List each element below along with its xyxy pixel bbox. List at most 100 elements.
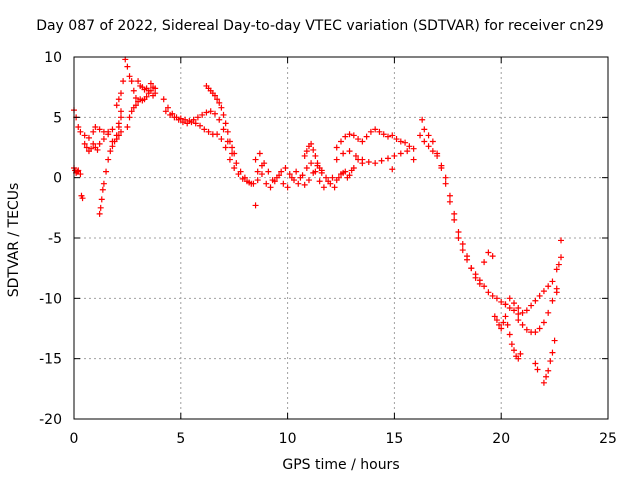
data-point: [318, 169, 325, 176]
data-point: [442, 180, 449, 187]
data-point: [519, 321, 526, 328]
data-point: [117, 128, 124, 135]
y-tick-label: 0: [53, 171, 62, 187]
series-cn29-u: [502, 254, 565, 316]
data-point: [310, 146, 317, 153]
data-point: [549, 349, 556, 356]
data-point: [502, 313, 509, 320]
data-point: [476, 277, 483, 284]
data-point: [506, 331, 513, 338]
data-point: [340, 150, 347, 157]
series-cn29-i: [162, 108, 255, 187]
data-point: [175, 116, 182, 123]
data-point: [115, 120, 122, 127]
data-point: [303, 165, 310, 172]
data-point: [333, 156, 340, 163]
data-point: [419, 116, 426, 123]
data-point: [205, 128, 212, 135]
data-point: [197, 122, 204, 129]
y-tick-label: -5: [48, 231, 62, 247]
data-point: [346, 131, 353, 138]
data-point: [171, 114, 178, 121]
data-point: [231, 150, 238, 157]
data-point: [485, 249, 492, 256]
data-point: [179, 119, 186, 126]
points-layer: [71, 56, 565, 386]
data-point: [451, 216, 458, 223]
data-point: [263, 180, 270, 187]
data-point: [363, 133, 370, 140]
y-tick-label: -15: [39, 352, 62, 368]
data-point: [233, 160, 240, 167]
data-point: [493, 317, 500, 324]
data-point: [220, 126, 227, 133]
data-point: [540, 379, 547, 386]
data-point: [280, 180, 287, 187]
data-point: [94, 146, 101, 153]
data-point: [90, 128, 97, 135]
data-point: [515, 317, 522, 324]
data-point: [194, 114, 201, 121]
series-cn29-b: [71, 165, 84, 178]
data-point: [397, 138, 404, 145]
data-point: [85, 134, 92, 141]
data-point: [92, 123, 99, 130]
data-point: [498, 325, 505, 332]
data-point: [515, 304, 522, 311]
data-point: [216, 99, 223, 106]
data-point: [128, 108, 135, 115]
data-point: [220, 111, 227, 118]
data-point: [188, 119, 195, 126]
data-point: [350, 132, 357, 139]
x-tick-label: 10: [279, 431, 297, 447]
series-cn29-r: [419, 116, 522, 318]
data-point: [117, 108, 124, 115]
data-point: [532, 360, 539, 367]
data-point: [211, 110, 218, 117]
y-tick-label: -20: [39, 412, 62, 428]
data-point: [446, 192, 453, 199]
data-point: [511, 300, 518, 307]
data-point: [248, 180, 255, 187]
data-point: [256, 150, 263, 157]
data-point: [389, 166, 396, 173]
data-point: [293, 168, 300, 175]
data-point: [316, 178, 323, 185]
data-point: [502, 301, 509, 308]
data-point: [96, 140, 103, 147]
data-point: [523, 307, 530, 314]
data-point: [130, 87, 137, 94]
data-point: [485, 289, 492, 296]
axis-layer: 0 5 10 15 20 25 -20 -15 -10 -5 0 5 10: [39, 50, 617, 447]
series-cn29-d: [81, 114, 124, 155]
data-point: [528, 302, 535, 309]
series-cn29-h: [160, 96, 265, 187]
data-point: [254, 168, 261, 175]
y-tick-label: -10: [39, 291, 62, 307]
data-point: [429, 138, 436, 145]
data-point: [406, 143, 413, 150]
data-point: [472, 271, 479, 278]
data-point: [489, 253, 496, 260]
data-point: [498, 298, 505, 305]
data-point: [464, 256, 471, 263]
series-cn29-e: [96, 108, 124, 217]
series-cn29-m: [252, 202, 259, 209]
data-point: [459, 241, 466, 248]
data-point: [327, 180, 334, 187]
x-axis-label: GPS time / hours: [282, 457, 400, 473]
data-point: [135, 78, 142, 85]
data-point: [500, 319, 507, 326]
data-point: [425, 132, 432, 139]
data-point: [96, 126, 103, 133]
data-point: [442, 174, 449, 181]
series-cn29-q: [389, 166, 396, 173]
data-point: [523, 326, 530, 333]
data-point: [226, 156, 233, 163]
data-point: [515, 355, 522, 362]
data-point: [508, 341, 515, 348]
data-point: [74, 168, 81, 175]
data-point: [312, 152, 319, 159]
x-tick-label: 25: [599, 431, 617, 447]
data-point: [105, 128, 112, 135]
